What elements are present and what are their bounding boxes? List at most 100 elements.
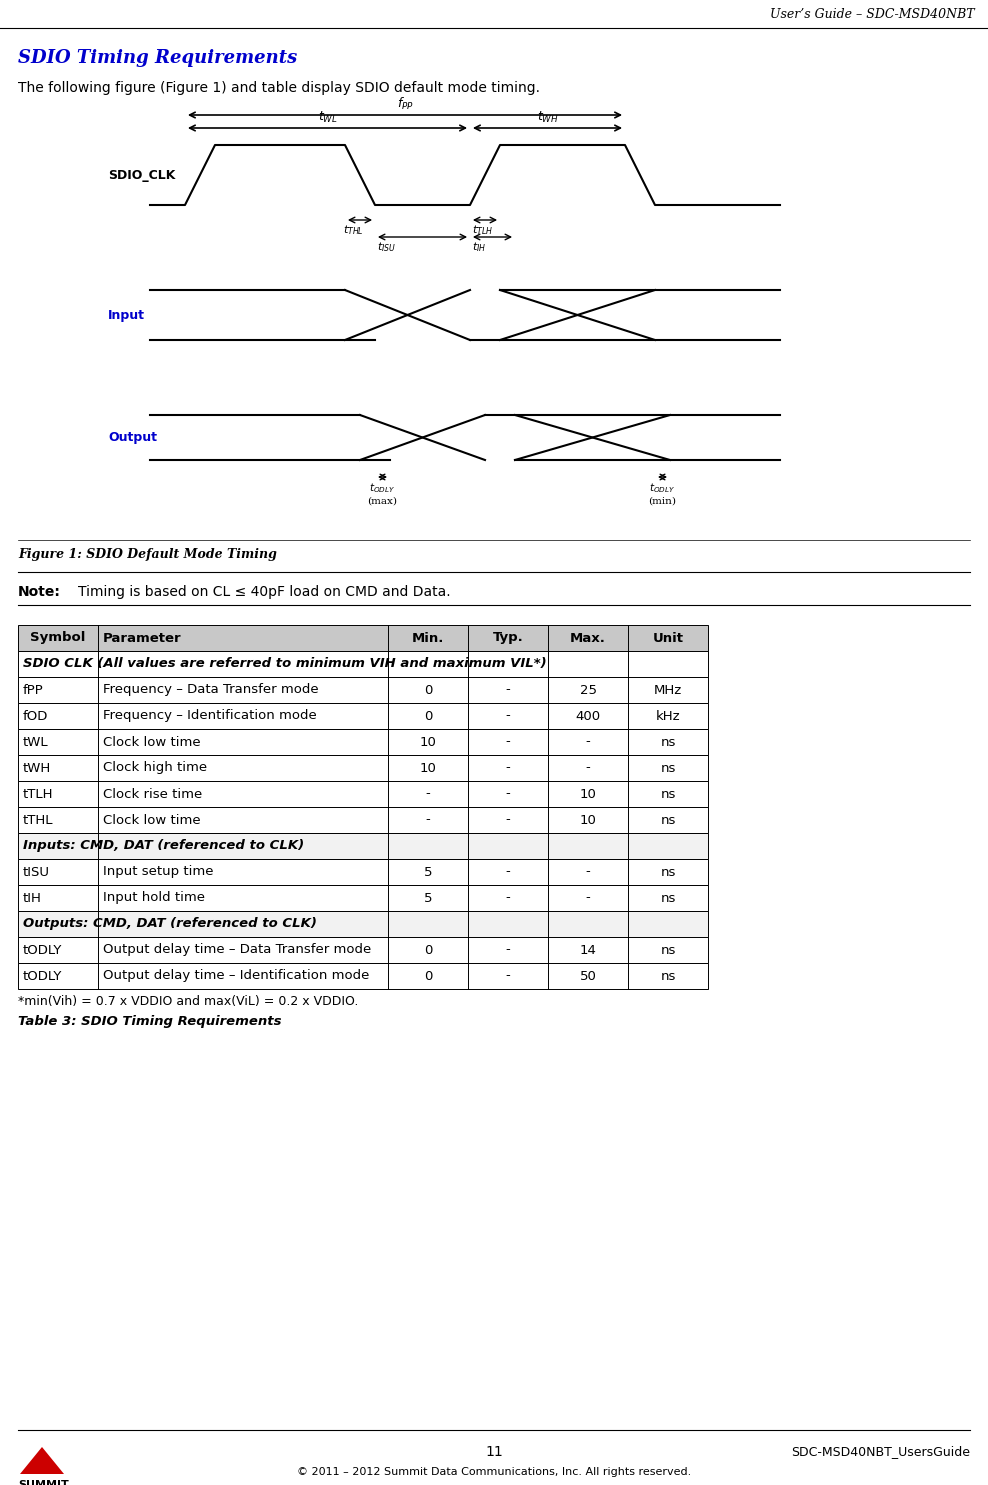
Text: ns: ns: [660, 735, 676, 748]
Text: Input: Input: [108, 309, 145, 321]
Bar: [18, 962, 708, 989]
Text: User’s Guide – SDC-MSD40NBT: User’s Guide – SDC-MSD40NBT: [771, 7, 975, 21]
Text: -: -: [586, 762, 591, 775]
Text: tIH: tIH: [23, 891, 41, 904]
Text: MHz: MHz: [654, 683, 682, 696]
Bar: [18, 937, 708, 962]
Text: 0: 0: [424, 970, 432, 983]
Text: $t_{IH}$: $t_{IH}$: [472, 241, 486, 254]
Text: 10: 10: [420, 735, 437, 748]
Text: tWL: tWL: [23, 735, 48, 748]
Text: ns: ns: [660, 970, 676, 983]
Bar: [18, 729, 708, 754]
Text: Input setup time: Input setup time: [103, 866, 213, 879]
Text: Table 3: SDIO Timing Requirements: Table 3: SDIO Timing Requirements: [18, 1016, 282, 1028]
Text: The following figure (Figure 1) and table display SDIO default mode timing.: The following figure (Figure 1) and tabl…: [18, 82, 540, 95]
Text: -: -: [506, 762, 511, 775]
Text: Inputs: CMD, DAT (referenced to CLK): Inputs: CMD, DAT (referenced to CLK): [23, 839, 304, 852]
Text: Min.: Min.: [412, 631, 445, 644]
Text: Clock rise time: Clock rise time: [103, 787, 203, 800]
Text: Clock low time: Clock low time: [103, 814, 201, 827]
Text: $f_{PP}$: $f_{PP}$: [396, 97, 413, 111]
Bar: [18, 858, 708, 885]
Text: Output delay time – Data Transfer mode: Output delay time – Data Transfer mode: [103, 943, 371, 956]
Text: $t_{THL}$: $t_{THL}$: [343, 223, 364, 236]
Text: 10: 10: [420, 762, 437, 775]
Text: -: -: [506, 970, 511, 983]
Text: -: -: [506, 814, 511, 827]
Text: Parameter: Parameter: [103, 631, 182, 644]
Text: 400: 400: [575, 710, 601, 723]
Bar: [18, 650, 708, 677]
Text: Timing is based on CL ≤ 40pF load on CMD and Data.: Timing is based on CL ≤ 40pF load on CMD…: [78, 585, 451, 598]
Text: 0: 0: [424, 943, 432, 956]
Text: Max.: Max.: [570, 631, 606, 644]
Bar: [18, 677, 708, 702]
Text: © 2011 – 2012 Summit Data Communications, Inc. All rights reserved.: © 2011 – 2012 Summit Data Communications…: [296, 1467, 692, 1478]
Text: ns: ns: [660, 762, 676, 775]
Text: tODLY: tODLY: [23, 943, 62, 956]
Bar: [18, 833, 708, 858]
Bar: [18, 781, 708, 806]
Text: SDIO Timing Requirements: SDIO Timing Requirements: [18, 49, 297, 67]
Text: $t_{WH}$: $t_{WH}$: [536, 110, 558, 125]
Text: Clock high time: Clock high time: [103, 762, 207, 775]
Text: $t_{ODLY}$
(min): $t_{ODLY}$ (min): [648, 481, 677, 505]
Text: Output: Output: [108, 431, 157, 444]
Text: Frequency – Data Transfer mode: Frequency – Data Transfer mode: [103, 683, 318, 696]
Text: -: -: [506, 943, 511, 956]
Text: $t_{TLH}$: $t_{TLH}$: [472, 223, 493, 236]
Text: ns: ns: [660, 891, 676, 904]
Text: Output delay time – Identification mode: Output delay time – Identification mode: [103, 970, 370, 983]
Text: -: -: [506, 735, 511, 748]
Text: -: -: [506, 866, 511, 879]
Text: $t_{WL}$: $t_{WL}$: [317, 110, 338, 125]
Text: 5: 5: [424, 891, 433, 904]
Text: -: -: [506, 683, 511, 696]
Text: Typ.: Typ.: [493, 631, 524, 644]
Text: SDIO CLK (All values are referred to minimum VIH and maximum VIL*): SDIO CLK (All values are referred to min…: [23, 658, 546, 671]
Text: tTLH: tTLH: [23, 787, 53, 800]
Text: tTHL: tTHL: [23, 814, 53, 827]
Bar: [18, 702, 708, 729]
Text: Unit: Unit: [652, 631, 684, 644]
Bar: [18, 754, 708, 781]
Polygon shape: [20, 1446, 64, 1475]
Text: -: -: [426, 787, 431, 800]
Text: 50: 50: [580, 970, 597, 983]
Text: SUMMIT: SUMMIT: [18, 1481, 69, 1485]
Text: 14: 14: [580, 943, 597, 956]
Text: 11: 11: [485, 1445, 503, 1458]
Text: *min(Vih) = 0.7 x VDDIO and max(ViL) = 0.2 x VDDIO.: *min(Vih) = 0.7 x VDDIO and max(ViL) = 0…: [18, 995, 359, 1008]
Text: tISU: tISU: [23, 866, 50, 879]
Text: $t_{ISU}$: $t_{ISU}$: [377, 241, 396, 254]
Text: fPP: fPP: [23, 683, 43, 696]
Text: 10: 10: [580, 814, 597, 827]
Bar: [18, 625, 708, 650]
Text: 5: 5: [424, 866, 433, 879]
Text: tWH: tWH: [23, 762, 51, 775]
Bar: [18, 885, 708, 910]
Text: -: -: [506, 710, 511, 723]
Text: Input hold time: Input hold time: [103, 891, 205, 904]
Text: SDIO_CLK: SDIO_CLK: [108, 168, 176, 181]
Text: Symbol: Symbol: [31, 631, 86, 644]
Text: Frequency – Identification mode: Frequency – Identification mode: [103, 710, 317, 723]
Text: -: -: [586, 891, 591, 904]
Text: 10: 10: [580, 787, 597, 800]
Text: -: -: [506, 787, 511, 800]
Text: Outputs: CMD, DAT (referenced to CLK): Outputs: CMD, DAT (referenced to CLK): [23, 918, 317, 931]
Text: -: -: [506, 891, 511, 904]
Text: -: -: [426, 814, 431, 827]
Bar: [18, 910, 708, 937]
Text: 25: 25: [580, 683, 597, 696]
Text: Note:: Note:: [18, 585, 61, 598]
Text: 0: 0: [424, 710, 432, 723]
Text: ns: ns: [660, 943, 676, 956]
Text: -: -: [586, 735, 591, 748]
Text: ns: ns: [660, 866, 676, 879]
Text: tODLY: tODLY: [23, 970, 62, 983]
Text: ns: ns: [660, 787, 676, 800]
Text: fOD: fOD: [23, 710, 48, 723]
Text: 0: 0: [424, 683, 432, 696]
